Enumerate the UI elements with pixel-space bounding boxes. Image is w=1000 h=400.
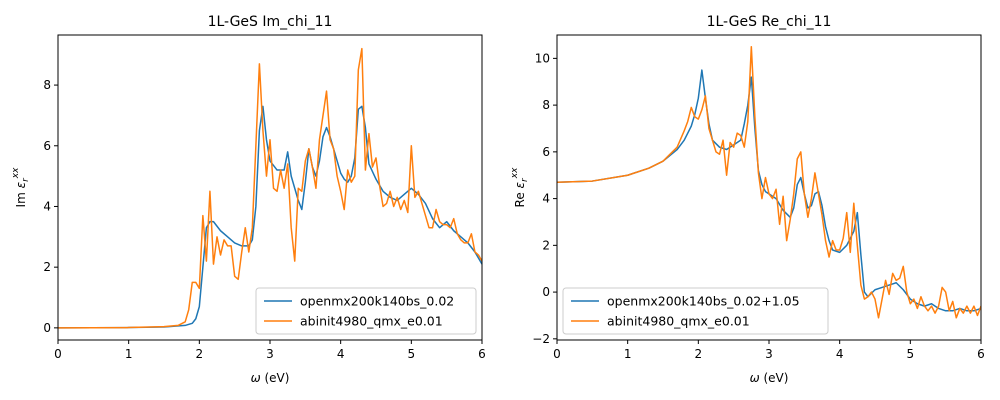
x-tick-label: 3 xyxy=(266,347,274,361)
x-tick-label: 5 xyxy=(408,347,416,361)
legend: openmx200k140bs_0.02 abinit4980_qmx_e0.01 xyxy=(255,287,477,335)
x-axis-label: ω (eV) xyxy=(750,371,789,385)
series-line-2 xyxy=(58,47,482,329)
legend-label: openmx200k140bs_0.02 xyxy=(300,294,454,309)
legend-label: abinit4980_qmx_e0.01 xyxy=(607,314,750,329)
x-tick-label: 1 xyxy=(624,347,632,361)
x-tick-label: 4 xyxy=(836,347,844,361)
legend: openmx200k140bs_0.02+1.05 abinit4980_qmx_… xyxy=(562,287,829,335)
y-tick-label: 6 xyxy=(542,145,550,159)
y-tick-label: 0 xyxy=(43,321,51,335)
x-tick-label: 5 xyxy=(907,347,915,361)
x-tick-label: 2 xyxy=(196,347,204,361)
legend-label: openmx200k140bs_0.02+1.05 xyxy=(607,294,800,309)
y-tick-label: 4 xyxy=(43,199,51,213)
x-tick-label: 0 xyxy=(553,347,561,361)
y-tick-label: 0 xyxy=(542,285,550,299)
y-tick-label: 6 xyxy=(43,139,51,153)
legend-box xyxy=(562,287,829,335)
y-axis-label: Im εrxx xyxy=(11,167,31,208)
chart-title: 1L-GeS Re_chi_11 xyxy=(707,14,832,30)
x-tick-label: 2 xyxy=(695,347,703,361)
y-tick-label: −2 xyxy=(532,332,550,346)
x-tick-label: 4 xyxy=(337,347,345,361)
x-tick-label: 1 xyxy=(125,347,133,361)
x-tick-label: 0 xyxy=(54,347,62,361)
legend-label: abinit4980_qmx_e0.01 xyxy=(300,314,443,329)
x-tick-label: 6 xyxy=(977,347,985,361)
x-tick-label: 6 xyxy=(478,347,486,361)
series-line-2 xyxy=(557,45,981,319)
legend-box xyxy=(255,287,477,335)
y-axis-label: Re εrxx xyxy=(510,167,530,208)
y-tick-label: 4 xyxy=(542,192,550,206)
x-axis-label: ω (eV) xyxy=(251,371,290,385)
series-line-1 xyxy=(58,105,482,329)
chart-title: 1L-GeS Im_chi_11 xyxy=(208,14,333,30)
y-tick-label: 2 xyxy=(43,260,51,274)
y-tick-label: 10 xyxy=(535,51,550,65)
y-tick-label: 8 xyxy=(542,98,550,112)
y-tick-label: 2 xyxy=(542,238,550,252)
x-tick-label: 3 xyxy=(765,347,773,361)
y-tick-label: 8 xyxy=(43,78,51,92)
chart-panel-1: 0 1 2 3 4 5 6 0 2 4 6 8 1L-GeS Im_chi_11 ω (eV) Im εrx… xyxy=(11,14,486,385)
